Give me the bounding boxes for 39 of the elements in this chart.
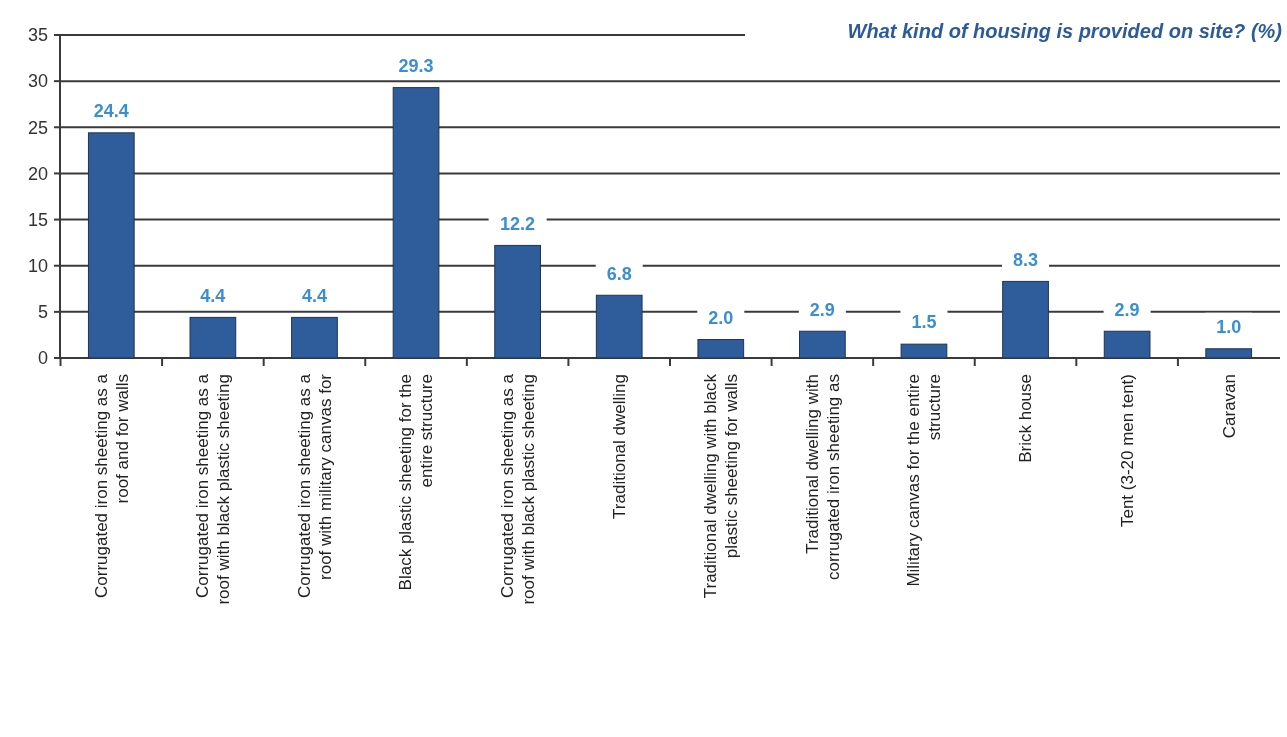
bar: [697, 339, 745, 359]
x-tick-label: Brick house: [1016, 374, 1036, 463]
data-label: 4.4: [301, 285, 327, 306]
data-label: 1.0: [1216, 317, 1242, 338]
x-tick-label: Tent (3-20 men tent): [1118, 374, 1138, 528]
bar: [799, 330, 846, 359]
data-label: 1.5: [911, 312, 937, 333]
x-tick-label: Caravan: [1219, 374, 1239, 439]
bar: [595, 294, 643, 359]
data-label: 24.4: [93, 101, 129, 122]
y-tick-label: 0: [37, 348, 48, 369]
y-tick-label: 10: [27, 256, 48, 277]
y-tick-label: 15: [27, 209, 48, 230]
y-tick-label: 25: [27, 117, 48, 138]
x-tick-label: Corrugated iron sheeting as a roof and for walls: [91, 373, 132, 598]
data-label: 4.4: [200, 285, 226, 306]
bar: [1103, 330, 1151, 359]
bar: [1205, 348, 1253, 359]
x-tick-label: Traditional dwelling: [610, 374, 630, 519]
data-label: 12.2: [500, 213, 536, 234]
bar: [900, 343, 948, 359]
chart-title: What kind of housing is provided on site? (%): [847, 20, 1283, 42]
data-label: 8.3: [1013, 249, 1039, 270]
bar: [291, 316, 338, 359]
data-label: 6.8: [606, 263, 632, 284]
bar: [494, 244, 541, 359]
bar: [1002, 280, 1049, 359]
y-tick-label: 20: [27, 163, 48, 184]
x-tick-label: Military canvas for the entire structure: [904, 374, 945, 587]
y-tick-label: 35: [27, 25, 48, 46]
data-label: 29.3: [398, 55, 434, 76]
bar: [392, 87, 440, 359]
y-tick-label: 30: [27, 71, 48, 92]
data-label: 2.9: [809, 299, 835, 320]
bar: [189, 316, 237, 359]
data-label: 2.0: [708, 307, 734, 328]
y-tick-label: 5: [37, 302, 48, 323]
data-label: 2.9: [1114, 299, 1140, 320]
bar: [87, 132, 135, 359]
